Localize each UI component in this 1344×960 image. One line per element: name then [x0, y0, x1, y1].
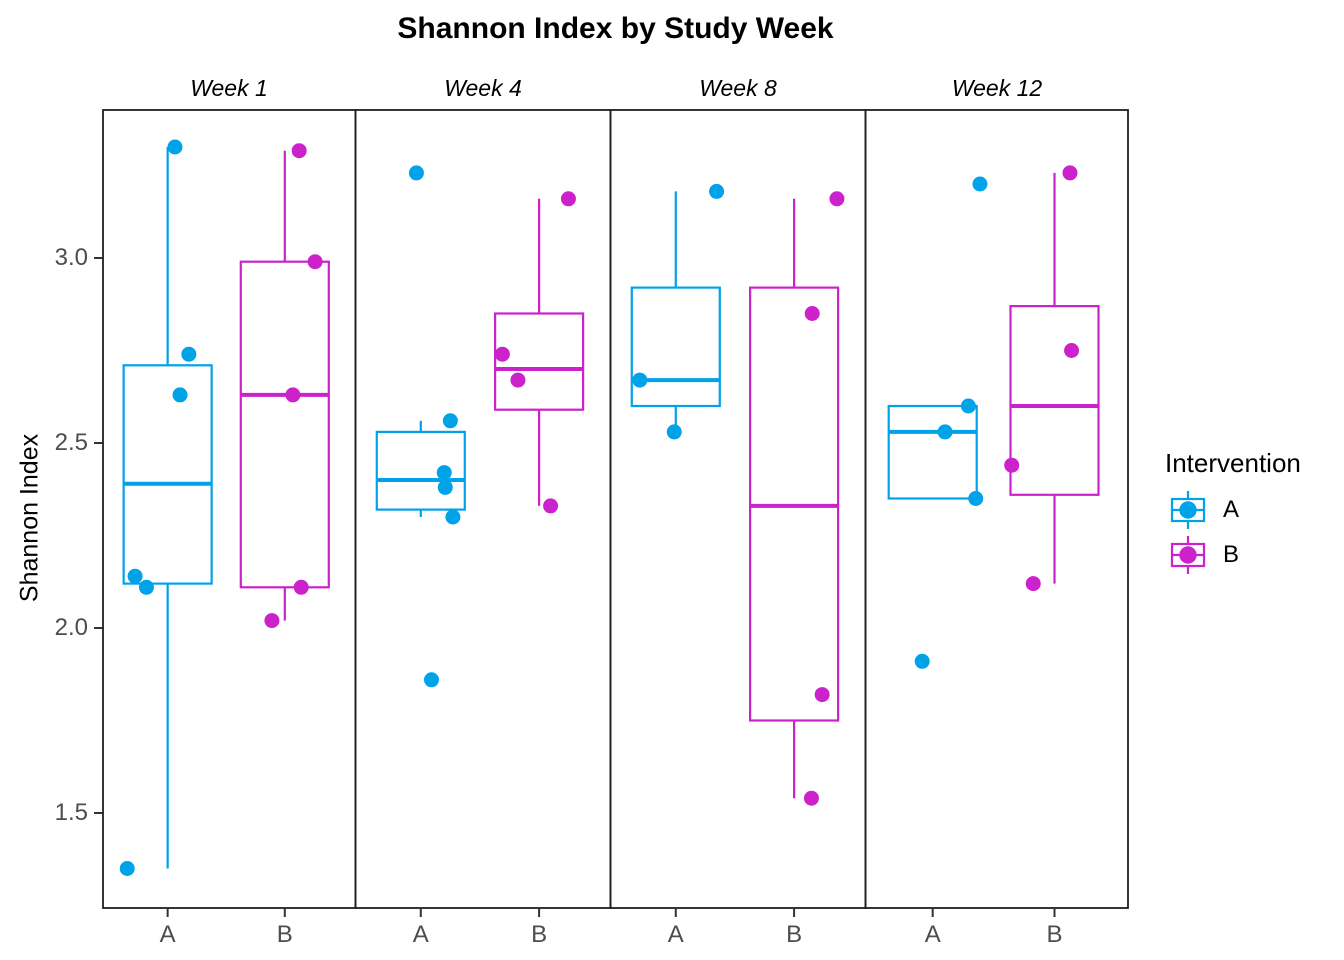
jitter-point: [510, 372, 526, 388]
jitter-point: [972, 176, 988, 192]
jitter-point: [181, 346, 197, 362]
legend-item-a: A: [1170, 488, 1239, 532]
y-tick-label: 1.5: [54, 799, 88, 826]
jitter-point: [285, 387, 301, 403]
jitter-point: [803, 790, 819, 806]
boxplot-box: [630, 286, 721, 408]
jitter-point: [960, 398, 976, 414]
boxplot-box: [1009, 305, 1100, 496]
boxplot-box: [375, 430, 466, 511]
jitter-point: [937, 424, 953, 440]
plot-title: Shannon Index by Study Week: [397, 12, 834, 45]
jitter-point: [307, 254, 323, 270]
jitter-point: [138, 579, 154, 595]
boxplot-box: [239, 260, 330, 589]
y-tick-label: 2.5: [54, 429, 88, 456]
jitter-point: [1025, 576, 1041, 592]
jitter-point: [291, 143, 307, 159]
jitter-point: [814, 687, 830, 703]
boxplot-box: [122, 364, 213, 585]
facet-panel: [864, 109, 1129, 909]
boxplot-key-icon: [1170, 491, 1206, 529]
jitter-point: [293, 579, 309, 595]
jitter-point: [1064, 343, 1080, 358]
jitter-point: [408, 165, 424, 181]
jitter-point: [423, 672, 439, 688]
boxplot-box: [494, 312, 585, 411]
jitter-point: [632, 372, 648, 388]
jitter-point: [914, 653, 930, 669]
x-tick-label: A: [668, 921, 684, 948]
jitter-point: [494, 346, 510, 362]
jitter-point: [172, 387, 188, 403]
jitter-point: [445, 509, 461, 525]
x-tick-label: B: [531, 921, 547, 948]
legend-label-b: B: [1223, 541, 1240, 568]
jitter-point: [1062, 165, 1078, 181]
jitter-point: [436, 465, 452, 481]
x-tick-label: B: [277, 921, 293, 948]
facet-label-week-8: Week 8: [699, 75, 777, 101]
jitter-point: [829, 191, 845, 207]
boxplot-box: [887, 404, 978, 500]
jitter-point: [560, 191, 576, 207]
facet-label-week-1: Week 1: [190, 75, 268, 101]
jitter-point: [543, 498, 559, 514]
jitter-point: [709, 183, 725, 199]
jitter-point: [804, 306, 820, 321]
legend-label-a: A: [1223, 496, 1240, 523]
y-axis-title: Shannon Index: [15, 433, 44, 603]
y-tick-label: 3.0: [54, 244, 88, 271]
jitter-point: [437, 479, 453, 495]
legend-title: Intervention: [1165, 448, 1301, 478]
jitter-point: [1004, 457, 1020, 473]
x-tick-label: A: [160, 921, 176, 948]
jitter-point: [127, 568, 143, 584]
jitter-point: [442, 413, 458, 429]
jitter-point: [167, 139, 183, 155]
jitter-point: [968, 491, 984, 506]
facet-label-week-4: Week 4: [444, 75, 522, 101]
jitter-point: [666, 424, 682, 440]
jitter-point: [119, 861, 135, 876]
y-tick-label: 2.0: [54, 614, 88, 641]
x-tick-label: A: [413, 921, 429, 948]
x-tick-label: B: [786, 921, 802, 948]
x-tick-label: B: [1046, 921, 1062, 948]
legend-item-b: B: [1170, 533, 1239, 577]
x-tick-label: A: [925, 921, 941, 948]
facet-label-week-12: Week 12: [951, 75, 1043, 101]
jitter-point: [264, 613, 280, 629]
boxplot-key-icon: [1170, 536, 1206, 574]
